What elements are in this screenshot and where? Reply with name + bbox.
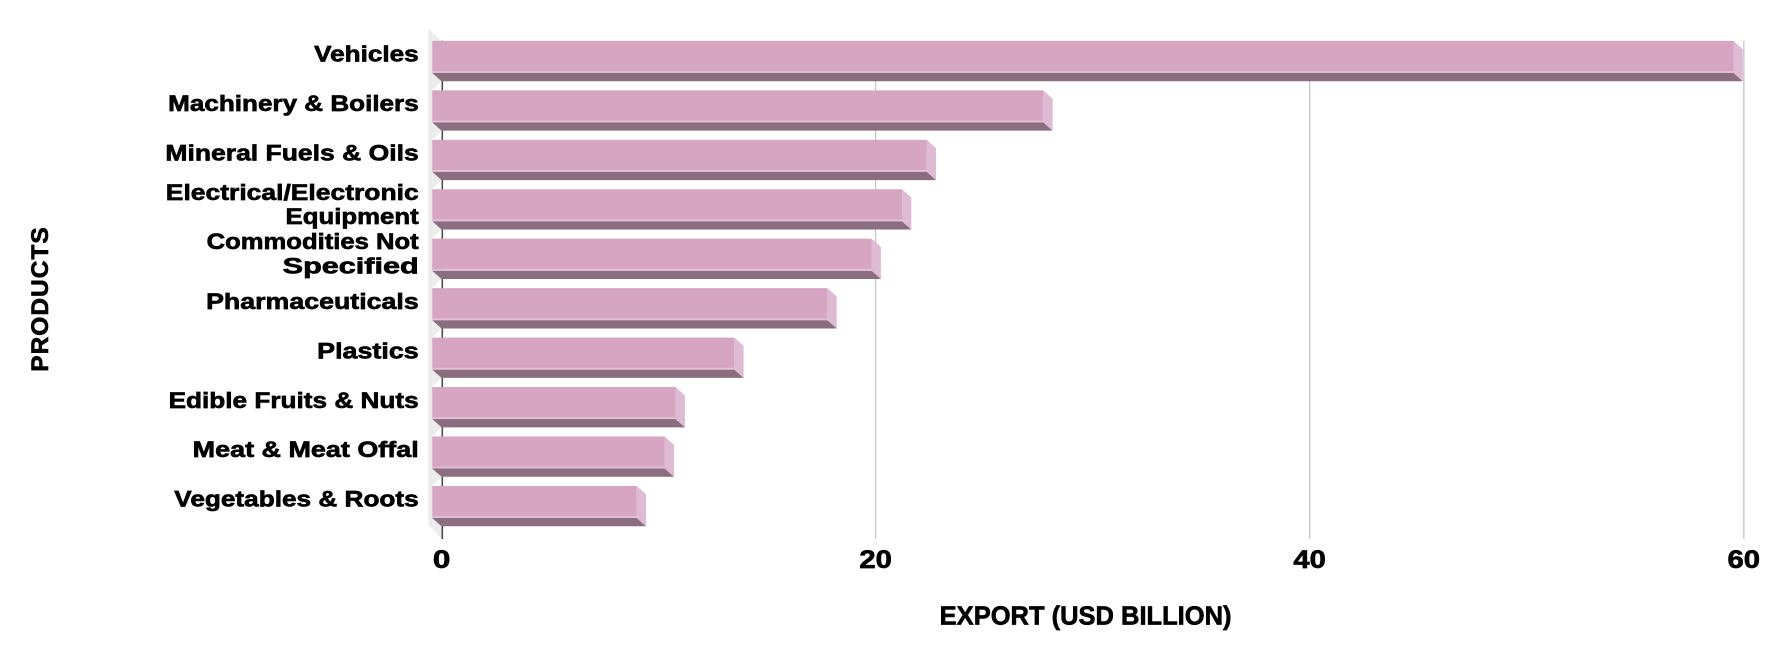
svg-text:EXPORT (USD BILLION): EXPORT (USD BILLION) bbox=[940, 603, 1232, 631]
svg-text:Vehicles: Vehicles bbox=[314, 42, 419, 67]
svg-text:Specified: Specified bbox=[283, 254, 419, 279]
svg-text:Machinery & Boilers: Machinery & Boilers bbox=[168, 91, 419, 116]
svg-text:Pharmaceuticals: Pharmaceuticals bbox=[206, 289, 419, 314]
svg-text:0: 0 bbox=[433, 546, 451, 574]
svg-text:Vegetables & Roots: Vegetables & Roots bbox=[174, 487, 418, 512]
svg-text:PRODUCTS: PRODUCTS bbox=[27, 226, 54, 371]
svg-text:20: 20 bbox=[859, 546, 892, 574]
svg-text:Equipment: Equipment bbox=[286, 204, 420, 229]
svg-text:Commodities Not: Commodities Not bbox=[207, 229, 420, 254]
svg-text:Meat & Meat Offal: Meat & Meat Offal bbox=[193, 437, 419, 462]
svg-text:Mineral Fuels & Oils: Mineral Fuels & Oils bbox=[165, 141, 418, 166]
svg-text:60: 60 bbox=[1728, 546, 1761, 574]
svg-text:Electrical/Electronic: Electrical/Electronic bbox=[166, 180, 419, 205]
svg-text:40: 40 bbox=[1293, 546, 1326, 574]
svg-text:Edible Fruits & Nuts: Edible Fruits & Nuts bbox=[169, 388, 419, 413]
svg-text:Plastics: Plastics bbox=[317, 338, 419, 363]
